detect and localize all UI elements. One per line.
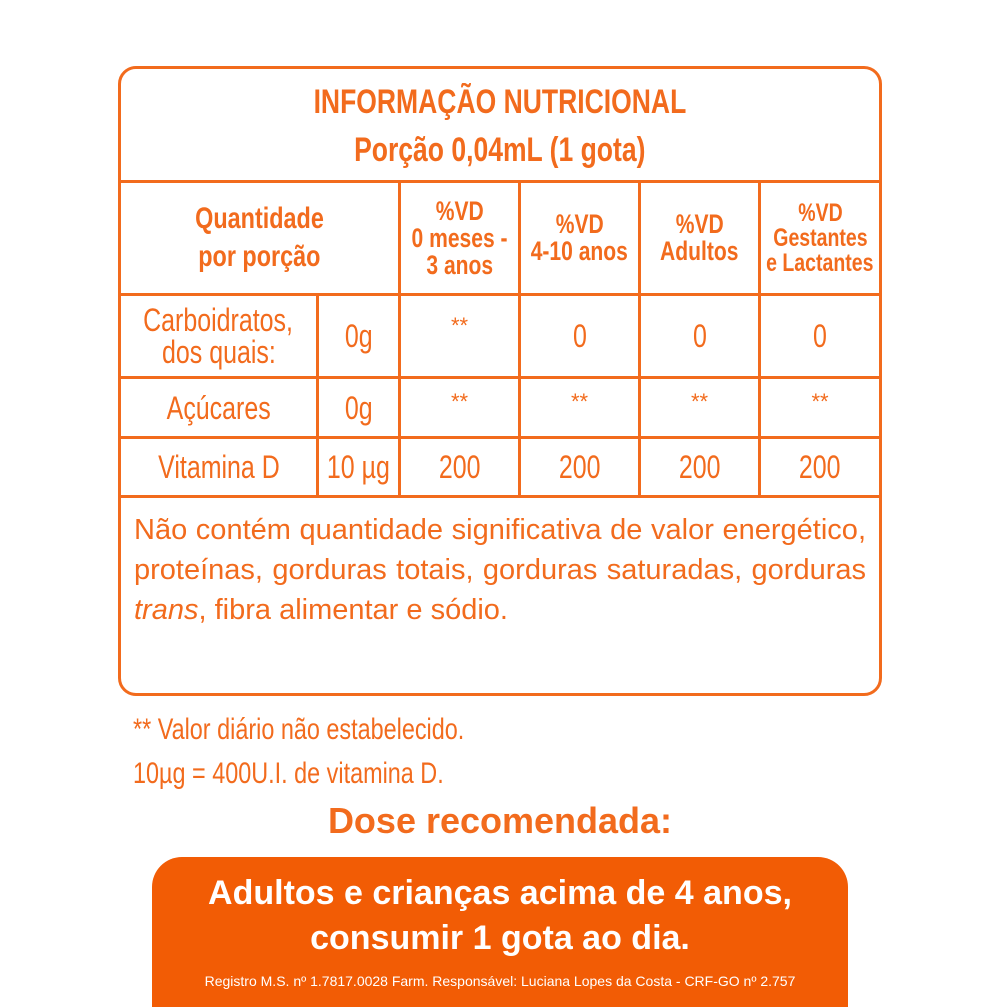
dv-value: 200 [678, 449, 721, 485]
nutrient-amount: 10 µg [327, 449, 390, 485]
divider [118, 180, 882, 183]
nutrient-name: Açúcares [166, 389, 271, 426]
divider [398, 180, 401, 498]
dv-value: ** [690, 388, 709, 414]
column-header: %VD Gestantes e Lactantes [766, 198, 874, 277]
dv-value: 200 [438, 449, 481, 485]
divider [518, 180, 521, 498]
divider [118, 495, 882, 498]
nutrient-name: Carboidratos, dos quais: [143, 302, 294, 370]
nutrition-table [118, 66, 882, 696]
dv-value: 200 [558, 449, 601, 485]
table-title: INFORMAÇÃO NUTRICIONAL [313, 82, 687, 121]
footnote: ** Valor diário não estabelecido. [133, 713, 465, 746]
divider [638, 180, 641, 498]
nutrient-amount: 0g [344, 389, 373, 426]
dose-instructions: Adultos e crianças acima de 4 anos, consu… [208, 874, 792, 957]
footnotes: ** Valor diário não estabelecido. 10µg =… [133, 708, 558, 796]
dv-value: ** [450, 313, 469, 338]
dv-value: ** [811, 388, 829, 414]
portion-label: Porção 0,04mL (1 gota) [354, 130, 646, 169]
dose-heading: Dose recomendada: [327, 800, 673, 841]
dv-value: 0 [813, 318, 827, 354]
column-header: %VD 0 meses -3 anos [411, 195, 508, 280]
footnote: 10µg = 400U.I. de vitamina D. [133, 757, 444, 790]
divider [118, 376, 882, 379]
divider [118, 293, 882, 296]
nutrition-note: Não contém quantidade significativa de v… [134, 514, 866, 626]
column-header: %VD 4-10 anos [530, 209, 629, 266]
dose-band: Adultos e crianças acima de 4 anos, consu… [152, 857, 848, 1007]
column-header: %VD Adultos [660, 209, 739, 266]
divider [316, 293, 319, 498]
divider [118, 436, 882, 439]
nutrient-name: Vitamina D [157, 449, 280, 485]
nutrient-amount: 0g [344, 318, 373, 354]
registry-text: Registro M.S. nº 1.7817.0028 Farm. Respo… [204, 973, 796, 989]
dv-value: ** [570, 388, 589, 414]
dv-value: ** [450, 388, 469, 414]
quantity-header: Quantidade por porção [195, 202, 324, 273]
dv-value: 0 [572, 318, 587, 354]
dv-value: 0 [692, 318, 707, 354]
divider [758, 180, 761, 498]
dv-value: 200 [799, 449, 841, 485]
